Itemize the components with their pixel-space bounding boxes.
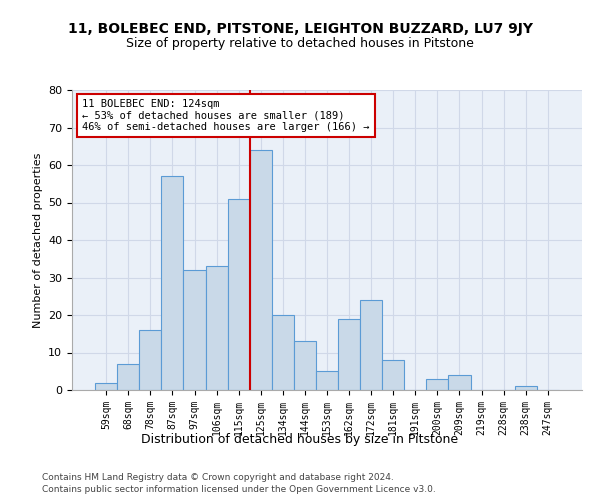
Bar — [316, 371, 338, 390]
Bar — [338, 319, 360, 390]
Bar — [206, 266, 227, 390]
Bar — [161, 176, 184, 390]
Y-axis label: Number of detached properties: Number of detached properties — [32, 152, 43, 328]
Bar — [117, 364, 139, 390]
Bar — [448, 375, 470, 390]
Bar — [427, 379, 448, 390]
Text: Size of property relative to detached houses in Pitstone: Size of property relative to detached ho… — [126, 38, 474, 51]
Bar — [382, 360, 404, 390]
Text: Contains HM Land Registry data © Crown copyright and database right 2024.: Contains HM Land Registry data © Crown c… — [42, 472, 394, 482]
Text: Contains public sector information licensed under the Open Government Licence v3: Contains public sector information licen… — [42, 485, 436, 494]
Text: Distribution of detached houses by size in Pitstone: Distribution of detached houses by size … — [142, 432, 458, 446]
Bar — [272, 315, 294, 390]
Bar — [294, 341, 316, 390]
Text: 11, BOLEBEC END, PITSTONE, LEIGHTON BUZZARD, LU7 9JY: 11, BOLEBEC END, PITSTONE, LEIGHTON BUZZ… — [67, 22, 533, 36]
Bar — [227, 198, 250, 390]
Bar — [360, 300, 382, 390]
Text: 11 BOLEBEC END: 124sqm
← 53% of detached houses are smaller (189)
46% of semi-de: 11 BOLEBEC END: 124sqm ← 53% of detached… — [82, 99, 370, 132]
Bar — [515, 386, 537, 390]
Bar — [184, 270, 206, 390]
Bar — [95, 382, 117, 390]
Bar — [139, 330, 161, 390]
Bar — [250, 150, 272, 390]
